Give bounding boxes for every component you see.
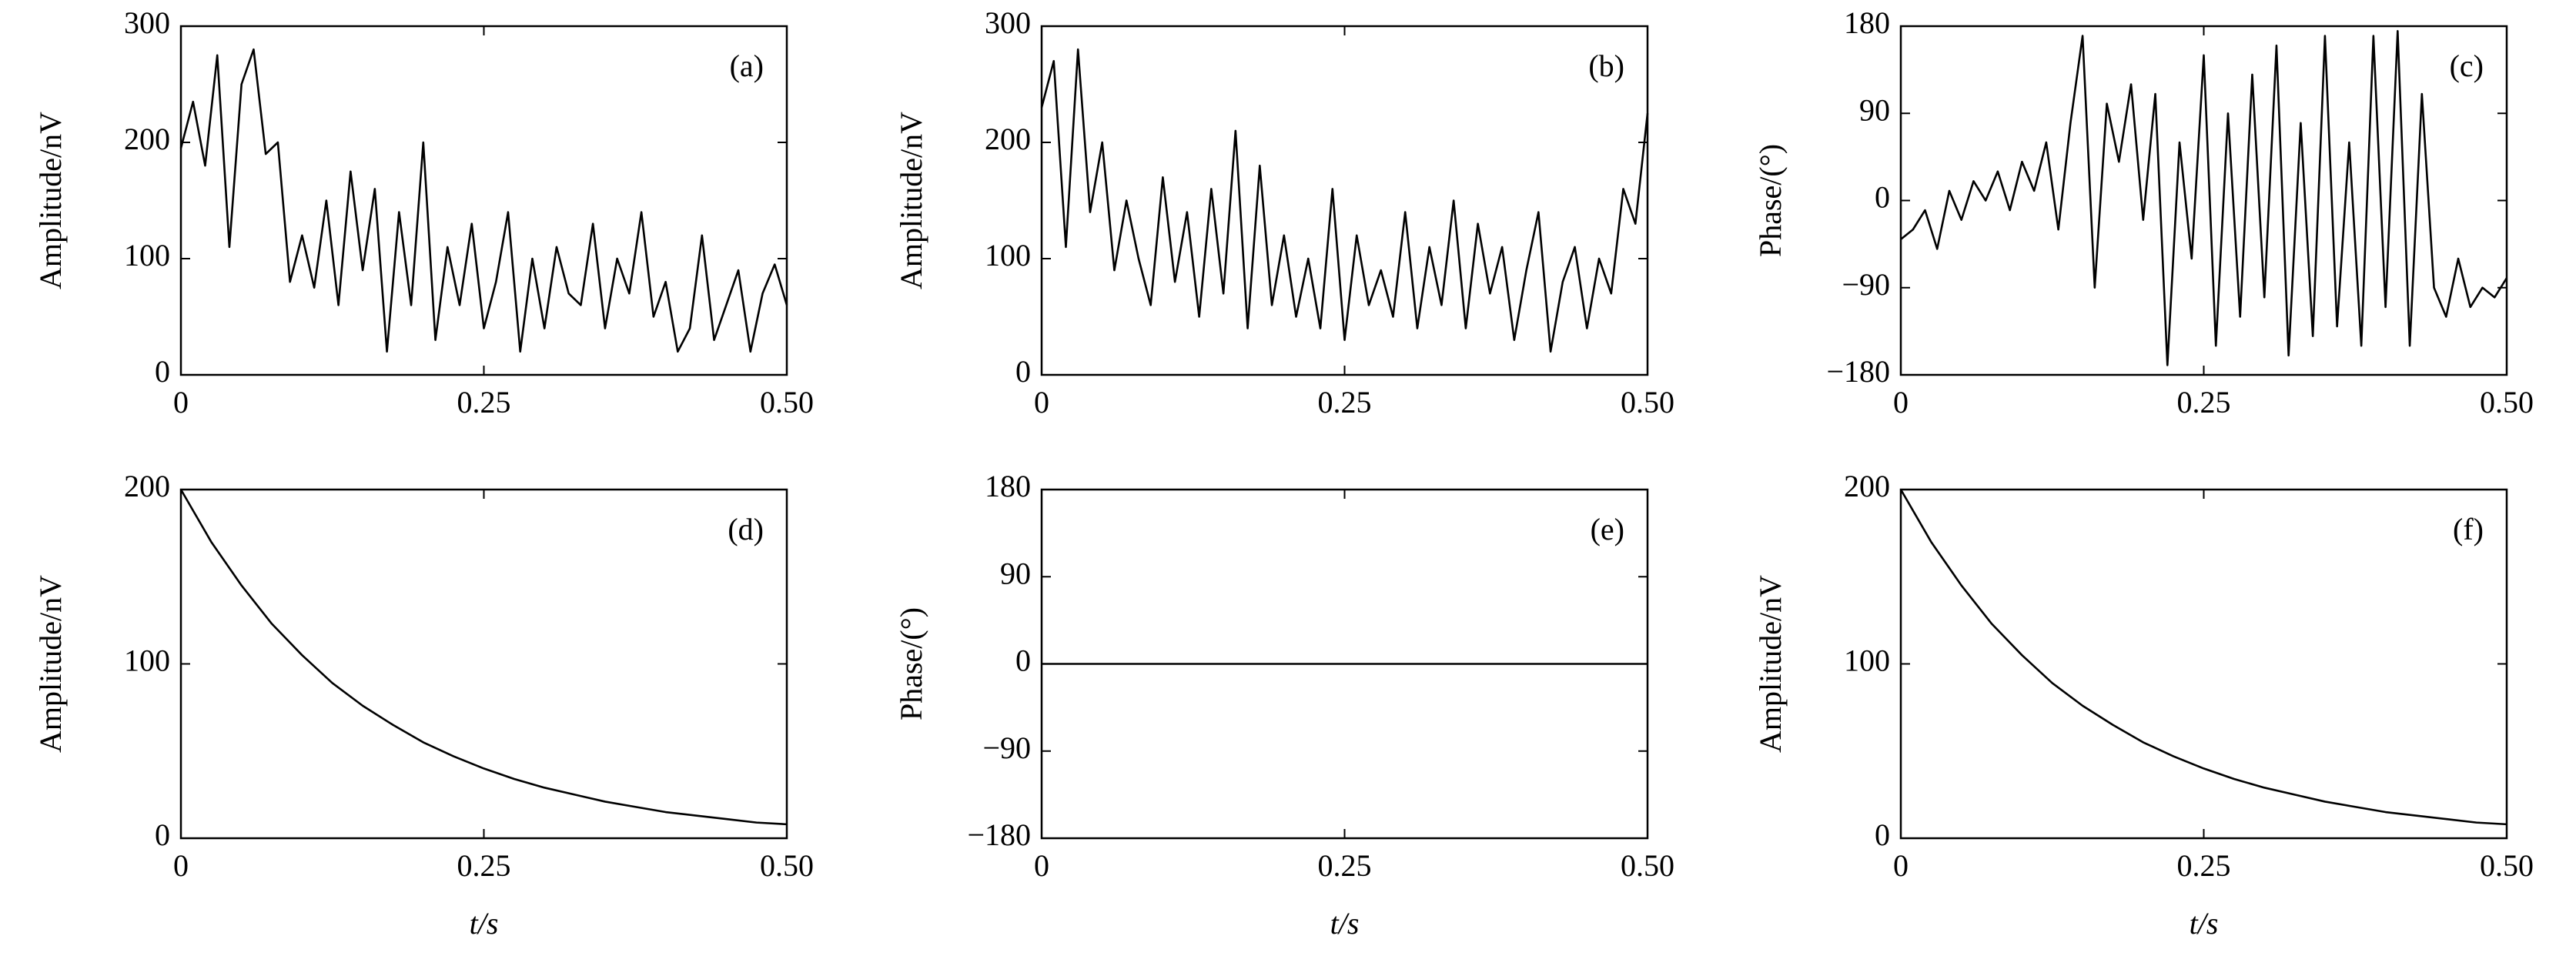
- y-tick-label: 0: [1875, 180, 1890, 215]
- plot-frame: [179, 488, 788, 840]
- y-tick-label: 200: [124, 122, 170, 156]
- data-line: [1899, 489, 2507, 826]
- data-line: [179, 48, 788, 353]
- x-tick-label: 0.50: [760, 848, 814, 883]
- y-tick-label: 200: [124, 469, 170, 503]
- y-tick-label: 300: [124, 5, 170, 40]
- x-tick-label: 0.25: [457, 385, 511, 420]
- x-tick-label: 0: [1893, 385, 1909, 420]
- x-tick-label: 0.25: [2177, 848, 2231, 883]
- y-tick-label: −180: [1826, 354, 1890, 389]
- x-tick-label: 0: [1034, 848, 1049, 883]
- y-tick-label: 0: [155, 817, 170, 852]
- plot-frame: [1899, 488, 2508, 840]
- y-tick-label: −90: [1842, 267, 1890, 302]
- panel-label: (a): [730, 48, 764, 83]
- y-tick-label: 180: [1844, 5, 1890, 40]
- x-tick-label: 0.25: [457, 848, 511, 883]
- y-tick-label: 200: [985, 122, 1031, 156]
- x-axis-label: t/s: [470, 906, 499, 941]
- panel-label: (e): [1591, 512, 1624, 547]
- y-tick-label: 100: [124, 238, 170, 272]
- y-axis-label: Phase/(°): [894, 607, 928, 720]
- x-tick-label: 0.25: [1318, 385, 1372, 420]
- y-tick-label: 100: [985, 238, 1031, 272]
- y-tick-label: 0: [1015, 643, 1031, 678]
- x-tick-label: 0: [1034, 385, 1049, 420]
- y-tick-label: 100: [1844, 643, 1890, 678]
- x-tick-label: 0: [173, 385, 189, 420]
- x-tick-label: 0.25: [2177, 385, 2231, 420]
- data-line: [1900, 29, 2508, 366]
- x-tick-label: 0.50: [2480, 385, 2534, 420]
- y-tick-label: 90: [1000, 556, 1031, 590]
- y-axis-label: Amplitude/nV: [1753, 575, 1788, 753]
- y-tick-label: 180: [985, 469, 1031, 503]
- y-tick-label: −90: [982, 730, 1031, 765]
- y-tick-label: 100: [124, 643, 170, 678]
- y-axis-label: Phase/(°): [1753, 144, 1788, 257]
- y-tick-label: 200: [1844, 469, 1890, 503]
- y-axis-label: Amplitude/nV: [894, 112, 928, 289]
- x-axis-label: t/s: [1330, 906, 1360, 941]
- y-tick-label: 0: [155, 354, 170, 389]
- y-tick-label: 300: [985, 5, 1031, 40]
- x-tick-label: 0.50: [1621, 848, 1674, 883]
- x-tick-label: 0.50: [2480, 848, 2534, 883]
- x-tick-label: 0.50: [1621, 385, 1674, 420]
- y-axis-label: Amplitude/nV: [33, 575, 68, 753]
- x-tick-label: 0.50: [760, 385, 814, 420]
- y-tick-label: 0: [1875, 817, 1890, 852]
- data-line: [179, 489, 788, 826]
- panel-label: (b): [1588, 48, 1624, 83]
- panel-label: (f): [2453, 512, 2484, 547]
- y-tick-label: −180: [967, 817, 1031, 852]
- x-tick-label: 0.25: [1318, 848, 1372, 883]
- y-axis-label: Amplitude/nV: [33, 112, 68, 289]
- panel-label: (c): [2450, 48, 2484, 83]
- x-axis-label: t/s: [2190, 906, 2219, 941]
- y-tick-label: 0: [1015, 354, 1031, 389]
- x-tick-label: 0: [1893, 848, 1909, 883]
- x-tick-label: 0: [173, 848, 189, 883]
- data-line: [1040, 48, 1649, 353]
- panel-label: (d): [728, 512, 764, 547]
- y-tick-label: 90: [1859, 92, 1890, 127]
